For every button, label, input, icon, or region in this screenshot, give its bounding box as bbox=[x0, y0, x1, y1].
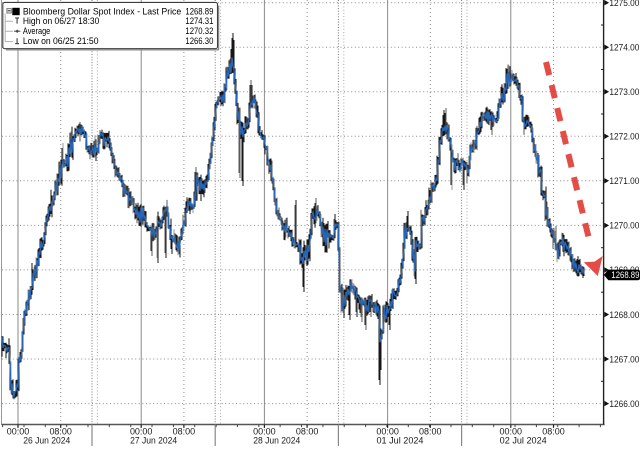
svg-text:08:00: 08:00 bbox=[419, 427, 442, 437]
svg-text:1275.00: 1275.00 bbox=[609, 0, 639, 8]
svg-text:00:00: 00:00 bbox=[130, 427, 153, 437]
svg-text:Low on 06/25 21:50: Low on 06/25 21:50 bbox=[23, 36, 99, 46]
svg-text:00:00: 00:00 bbox=[253, 427, 276, 437]
svg-text:00:00: 00:00 bbox=[500, 427, 523, 437]
svg-text:1268.89: 1268.89 bbox=[611, 270, 639, 280]
svg-text:02 Jul 2024: 02 Jul 2024 bbox=[500, 436, 547, 446]
svg-text:00:00: 00:00 bbox=[7, 427, 30, 437]
svg-text:28 Jun 2024: 28 Jun 2024 bbox=[253, 436, 300, 446]
svg-text:High on 06/27 18:30: High on 06/27 18:30 bbox=[23, 16, 100, 26]
svg-text:1270.32: 1270.32 bbox=[185, 26, 213, 36]
svg-text:1273.00: 1273.00 bbox=[609, 87, 639, 97]
svg-text:27 Jun 2024: 27 Jun 2024 bbox=[130, 436, 177, 446]
svg-text:Bloomberg Dollar Spot Index -: Bloomberg Dollar Spot Index - Last Price bbox=[23, 6, 181, 16]
svg-text:Average: Average bbox=[23, 26, 50, 36]
svg-text:1266.00: 1266.00 bbox=[609, 399, 639, 409]
svg-text:1271.00: 1271.00 bbox=[609, 176, 639, 186]
svg-text:1268.00: 1268.00 bbox=[609, 310, 639, 320]
svg-text:08:00: 08:00 bbox=[542, 427, 565, 437]
svg-text:1266.30: 1266.30 bbox=[185, 36, 213, 46]
svg-text:26 Jun 2024: 26 Jun 2024 bbox=[23, 436, 70, 446]
svg-text:1274.00: 1274.00 bbox=[609, 43, 639, 53]
svg-text:1270.00: 1270.00 bbox=[609, 221, 639, 231]
svg-text:00:00: 00:00 bbox=[376, 427, 399, 437]
svg-text:1272.00: 1272.00 bbox=[609, 132, 639, 142]
svg-text:08:00: 08:00 bbox=[296, 427, 319, 437]
svg-text:1268.89: 1268.89 bbox=[185, 6, 213, 16]
svg-text:1274.31: 1274.31 bbox=[185, 16, 213, 26]
svg-text:08:00: 08:00 bbox=[173, 427, 196, 437]
svg-text:08:00: 08:00 bbox=[49, 427, 72, 437]
svg-text:01 Jul 2024: 01 Jul 2024 bbox=[377, 436, 424, 446]
svg-text:1267.00: 1267.00 bbox=[609, 354, 639, 364]
